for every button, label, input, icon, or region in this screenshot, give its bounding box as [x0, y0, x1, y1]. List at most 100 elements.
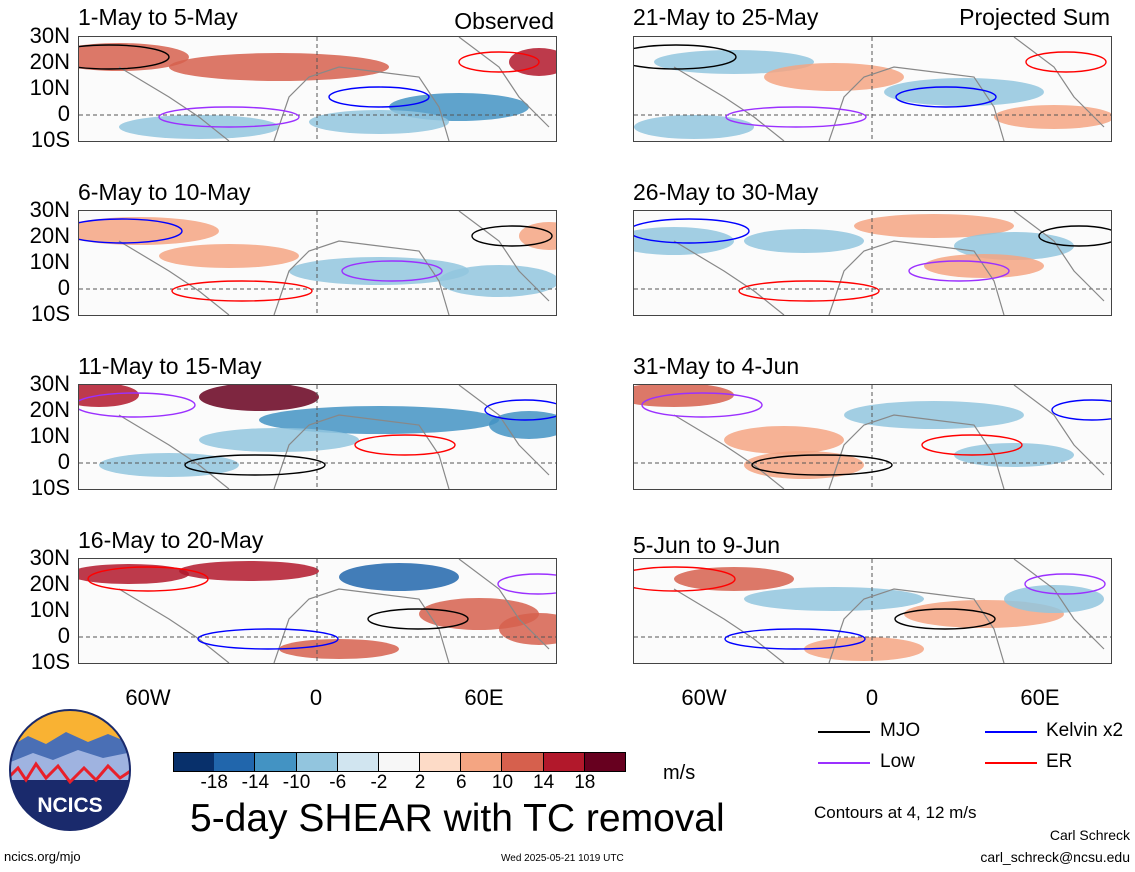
contour-line — [354, 434, 456, 456]
panel-title: 21-May to 25-May — [633, 4, 819, 30]
shear-map-panel — [78, 210, 557, 316]
x-tick-label: 60W — [681, 685, 727, 710]
contour-line — [484, 399, 556, 421]
shear-anomaly-blob — [804, 637, 924, 661]
colorbar-swatch — [461, 752, 503, 772]
contour-line — [725, 106, 867, 128]
shear-map-panel — [633, 36, 1112, 142]
coastline — [118, 559, 550, 663]
colorbar-swatch — [543, 752, 585, 772]
y-tick-label: 0 — [57, 449, 70, 474]
shear-anomaly-blob — [884, 78, 1044, 106]
y-tick-label: 0 — [57, 101, 70, 126]
colorbar-label: 14 — [533, 772, 555, 793]
shear-map-panel — [633, 558, 1112, 664]
panel-title: 26-May to 30-May — [633, 179, 819, 205]
contour-line — [751, 454, 893, 476]
contour-line — [724, 628, 866, 650]
y-tick-label: 30N — [29, 545, 70, 570]
colorbar-label: 10 — [491, 772, 514, 793]
shear-anomaly-blob — [994, 105, 1111, 129]
shear-anomaly-blob — [339, 563, 459, 591]
colorbar-swatch — [214, 752, 256, 772]
shear-anomaly-blob — [199, 385, 319, 411]
shear-anomaly-blob — [1004, 585, 1104, 613]
y-tick-label: 20N — [29, 223, 70, 248]
y-tick-label: 20N — [29, 49, 70, 74]
contour-line — [895, 86, 997, 108]
contour-line — [471, 225, 553, 247]
panel-title: 31-May to 4-Jun — [633, 353, 800, 379]
legend-er-label: ER — [1046, 751, 1073, 772]
panel-title: 5-Jun to 9-Jun — [633, 532, 781, 558]
contour-line — [328, 86, 430, 108]
colorbar-swatch — [378, 752, 421, 772]
colorbar — [173, 752, 626, 772]
contour-line — [497, 573, 556, 595]
contour-line — [458, 51, 540, 73]
shear-anomaly-blob — [79, 217, 219, 245]
shear-anomaly-blob — [169, 53, 389, 81]
contour-line — [171, 280, 313, 302]
panel-title: 16-May to 20-May — [78, 527, 264, 553]
colorbar-label: -2 — [370, 772, 388, 793]
y-tick-label: 10N — [29, 597, 70, 622]
x-tick-label: 0 — [865, 685, 879, 710]
colorbar-swatch — [296, 752, 338, 772]
colorbar-swatch — [173, 752, 216, 772]
shear-anomaly-blob — [279, 639, 399, 659]
legend-low-line — [818, 762, 870, 764]
shear-anomaly-blob — [744, 229, 864, 253]
x-tick-label: 0 — [309, 685, 323, 710]
shear-anomaly-blob — [519, 222, 556, 250]
shear-anomaly-blob — [79, 564, 189, 584]
shear-map-panel — [78, 36, 557, 142]
y-tick-label: 0 — [57, 623, 70, 648]
y-tick-label: 10S — [30, 475, 70, 500]
colorbar-label: -6 — [329, 772, 347, 793]
contour-note: Contours at 4, 12 m/s — [814, 803, 977, 822]
contour-line — [79, 218, 183, 244]
contour-line — [908, 260, 1010, 282]
footer-timestamp: Wed 2025-05-21 1019 UTC — [501, 853, 624, 864]
shear-anomaly-blob — [634, 115, 754, 139]
colorbar-swatch — [584, 752, 626, 772]
contour-line — [641, 392, 763, 418]
colorbar-swatch — [337, 752, 379, 772]
contour-line — [87, 566, 209, 592]
y-tick-label: 30N — [29, 371, 70, 396]
units-label: m/s — [663, 762, 696, 784]
shear-map-panel — [78, 558, 557, 664]
y-tick-label: 30N — [29, 197, 70, 222]
shear-map-panel — [633, 384, 1112, 490]
legend-mjo-line — [818, 731, 870, 733]
legend-er-line — [985, 762, 1037, 764]
shear-anomaly-blob — [764, 63, 904, 91]
contour-line — [634, 566, 736, 592]
shear-anomaly-blob — [954, 232, 1074, 260]
y-tick-label: 10N — [29, 423, 70, 448]
shear-anomaly-blob — [844, 401, 1024, 429]
shear-anomaly-blob — [854, 214, 1014, 238]
footer-email: carl_schreck@ncsu.edu — [980, 849, 1130, 865]
colorbar-swatch — [255, 752, 297, 772]
coastline — [673, 559, 1105, 663]
y-tick-label: 10N — [29, 75, 70, 100]
coastline — [118, 385, 550, 489]
colorbar-label: -18 — [200, 772, 228, 793]
contour-line — [634, 44, 737, 70]
shear-anomaly-blob — [724, 426, 844, 454]
shear-anomaly-blob — [309, 110, 449, 134]
footer-url: ncics.org/mjo — [4, 849, 81, 864]
main-title: 5-day SHEAR with TC removal — [190, 797, 725, 840]
shear-anomaly-blob — [119, 115, 279, 139]
x-tick-label: 60E — [1020, 685, 1060, 710]
contour-line — [197, 628, 339, 650]
colorbar-swatch — [502, 752, 544, 772]
contour-line — [184, 454, 326, 476]
contour-line — [79, 44, 170, 70]
panel-title: 6-May to 10-May — [78, 179, 251, 205]
shear-anomaly-blob — [489, 411, 556, 439]
x-tick-label: 60W — [125, 685, 171, 710]
shear-anomaly-blob — [634, 385, 734, 407]
